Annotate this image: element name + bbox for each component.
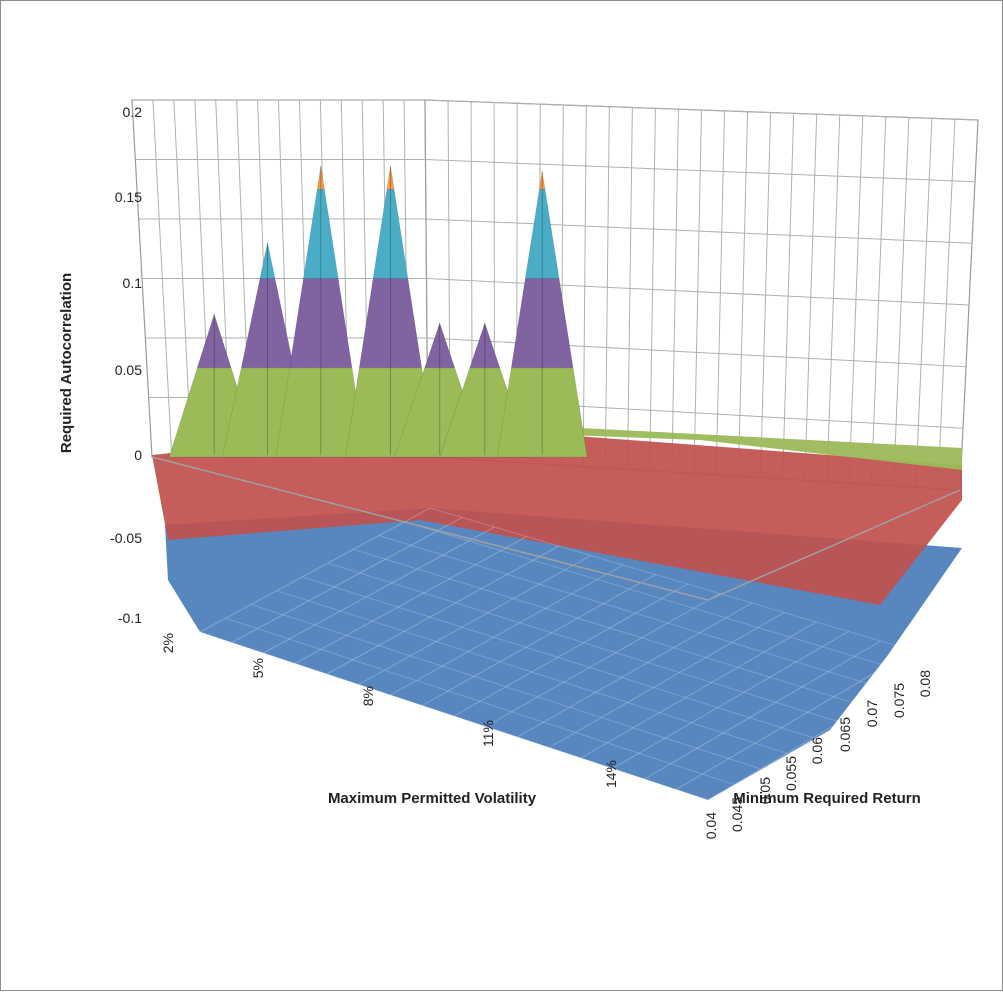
z-tick-label: 0.1: [123, 275, 143, 291]
y-axis-title: Minimum Required Return: [733, 790, 921, 807]
z-axis-title: Required Autocorrelation: [58, 273, 75, 453]
x-tick-label: 8%: [360, 686, 376, 706]
z-tick-label: 0: [134, 447, 142, 463]
x-axis-title: Maximum Permitted Volatility: [328, 790, 537, 807]
z-tick-label: 0.05: [115, 362, 142, 378]
z-tick-label: 0.2: [123, 104, 143, 120]
z-tick-label: -0.05: [110, 530, 142, 546]
z-tick-label: -0.1: [118, 610, 142, 626]
y-tick-label: 0.055: [783, 756, 799, 791]
z-tick-label: 0.15: [115, 189, 142, 205]
x-tick-label: 2%: [160, 633, 176, 653]
x-tick-label: 11%: [480, 720, 496, 747]
y-tick-label: 0.07: [864, 700, 880, 727]
y-tick-label: 0.065: [837, 717, 853, 752]
y-tick-label: 0.06: [809, 737, 825, 764]
y-tick-label: 0.075: [891, 683, 907, 718]
x-tick-label: 5%: [250, 658, 266, 678]
x-tick-label: 14%: [603, 760, 619, 788]
y-tick-label: 0.04: [703, 812, 719, 839]
y-tick-label: 0.08: [917, 670, 933, 697]
